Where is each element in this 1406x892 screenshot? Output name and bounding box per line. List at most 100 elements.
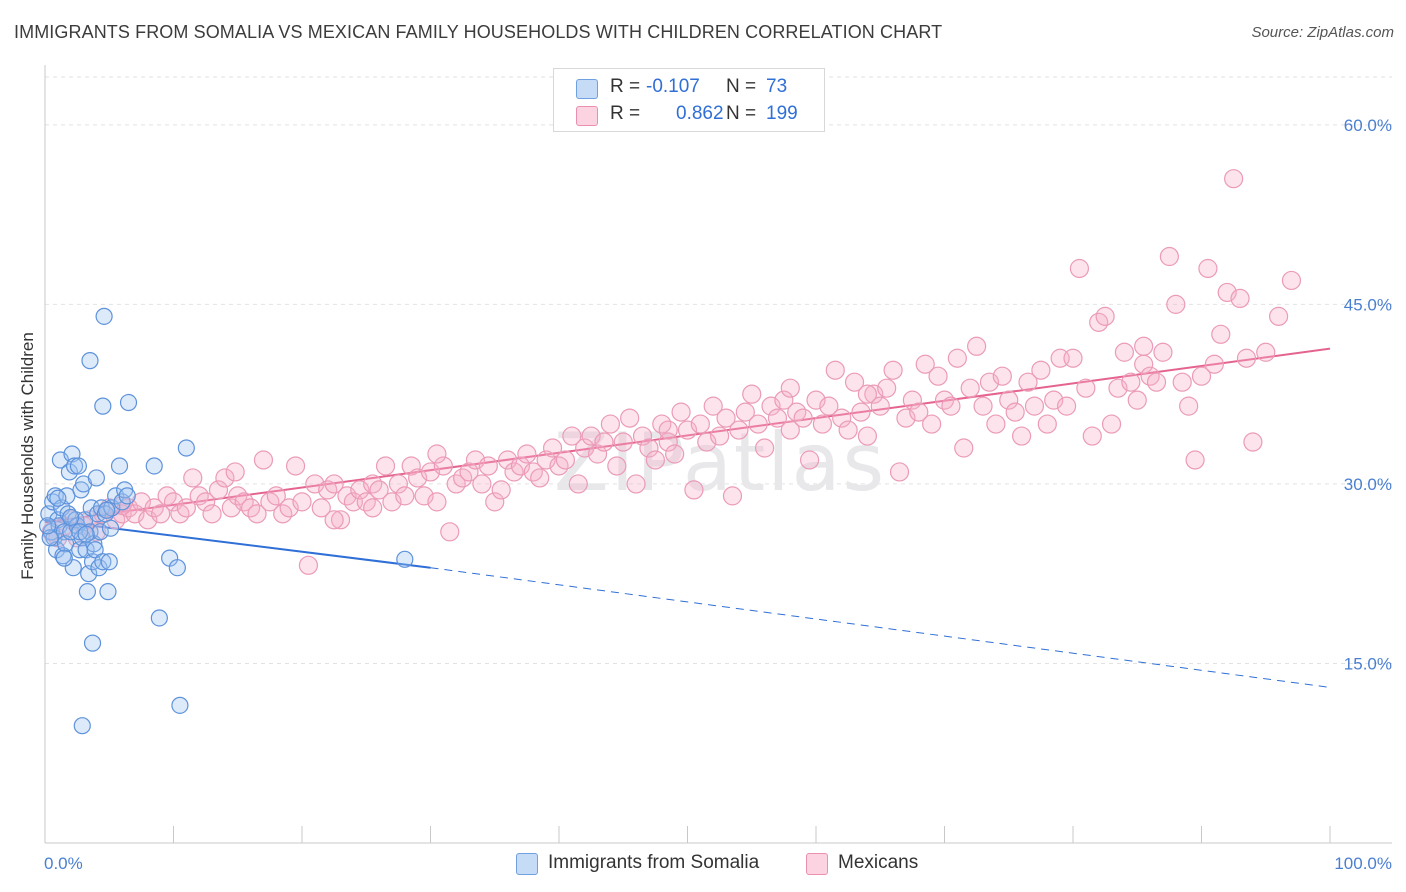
data-point-somalia xyxy=(38,517,57,535)
y-tick-label: 60.0% xyxy=(1344,116,1392,135)
axes xyxy=(44,65,1392,844)
legend-label-somalia: Immigrants from Somalia xyxy=(548,852,760,873)
data-point-mexicans xyxy=(363,498,383,518)
data-point-mexicans xyxy=(427,492,447,512)
data-point-mexicans xyxy=(1037,414,1057,434)
data-point-somalia xyxy=(98,501,116,519)
data-point-mexicans xyxy=(311,498,331,518)
data-point-mexicans xyxy=(459,462,479,482)
data-point-mexicans xyxy=(292,492,312,512)
data-point-mexicans xyxy=(1082,426,1102,446)
data-point-mexicans xyxy=(1179,396,1199,416)
data-point-mexicans xyxy=(780,378,800,398)
data-point-mexicans xyxy=(491,480,511,500)
data-point-somalia xyxy=(95,307,113,325)
data-point-mexicans xyxy=(1159,246,1179,267)
data-point-mexicans xyxy=(375,456,396,476)
data-point-mexicans xyxy=(774,390,794,410)
data-point-mexicans xyxy=(472,474,492,494)
data-point-somalia xyxy=(150,609,168,627)
data-point-mexicans xyxy=(568,474,588,494)
data-point-mexicans xyxy=(819,396,839,416)
data-point-mexicans xyxy=(1198,258,1218,279)
data-point-mexicans xyxy=(999,390,1019,410)
data-point-mexicans xyxy=(1153,342,1173,362)
data-point-somalia xyxy=(65,457,84,475)
grid-lines xyxy=(45,76,1392,664)
data-point-mexicans xyxy=(202,504,222,524)
data-point-mexicans xyxy=(838,420,858,440)
data-point-mexicans xyxy=(748,414,768,434)
data-point-mexicans xyxy=(613,432,633,452)
data-point-mexicans xyxy=(440,522,460,542)
data-point-mexicans xyxy=(799,450,820,470)
legend-swatch-mexicans xyxy=(576,106,598,126)
y-tick-label: 45.0% xyxy=(1344,295,1392,314)
data-point-somalia xyxy=(101,519,120,537)
x-tick-label: 0.0% xyxy=(44,854,83,873)
data-point-mexicans xyxy=(960,378,980,398)
data-point-somalia xyxy=(396,550,414,568)
data-point-mexicans xyxy=(1230,288,1250,308)
data-point-mexicans xyxy=(517,444,537,464)
data-point-mexicans xyxy=(369,480,389,500)
series-mexicans xyxy=(41,169,1302,575)
data-point-mexicans xyxy=(176,498,196,518)
data-point-mexicans xyxy=(645,450,665,470)
data-point-mexicans xyxy=(941,396,961,416)
data-point-mexicans xyxy=(1069,258,1090,279)
data-point-mexicans xyxy=(639,438,659,458)
data-point-mexicans xyxy=(253,450,274,470)
data-point-mexicans xyxy=(1011,426,1032,446)
data-point-mexicans xyxy=(902,390,922,410)
data-point-mexicans xyxy=(1236,348,1257,368)
data-point-mexicans xyxy=(954,438,974,458)
data-point-mexicans xyxy=(1191,366,1212,386)
trend-line-mexicans xyxy=(44,347,1331,524)
data-point-mexicans xyxy=(947,348,967,368)
legend-n-value: 73 xyxy=(766,76,788,97)
legend-r-label: R = xyxy=(610,76,641,97)
legend-n-label: N = xyxy=(726,103,757,124)
data-point-somalia xyxy=(77,525,95,543)
data-point-mexicans xyxy=(324,510,344,530)
x-tick-label: 100.0% xyxy=(1334,854,1392,873)
data-point-somalia xyxy=(86,541,104,559)
legend-swatch-somalia xyxy=(516,853,538,875)
data-point-mexicans xyxy=(1224,169,1244,189)
data-point-mexicans xyxy=(1063,348,1083,368)
data-point-mexicans xyxy=(1018,372,1038,392)
data-point-mexicans xyxy=(562,426,582,446)
data-point-mexicans xyxy=(742,384,762,404)
data-point-mexicans xyxy=(433,456,453,476)
data-point-mexicans xyxy=(1031,360,1051,380)
data-point-mexicans xyxy=(215,468,235,488)
data-point-mexicans xyxy=(915,354,935,374)
data-point-somalia xyxy=(78,583,97,601)
legend-r-label: R = xyxy=(610,103,641,124)
data-point-mexicans xyxy=(754,438,775,458)
data-point-mexicans xyxy=(1281,270,1302,291)
data-point-mexicans xyxy=(973,396,993,416)
data-point-mexicans xyxy=(735,402,755,422)
data-point-mexicans xyxy=(1095,306,1115,326)
data-point-mexicans xyxy=(1056,396,1077,416)
legend-label-mexicans: Mexicans xyxy=(838,852,919,873)
data-point-mexicans xyxy=(1243,432,1263,452)
data-point-mexicans xyxy=(324,474,344,494)
data-point-mexicans xyxy=(1127,390,1147,410)
data-point-mexicans xyxy=(594,432,614,452)
data-point-mexicans xyxy=(729,420,749,440)
data-point-somalia xyxy=(83,634,102,652)
data-point-mexicans xyxy=(1211,324,1231,344)
stats-legend: R = -0.107 N = 73 R = 0.862 N = 199 xyxy=(553,68,825,132)
data-point-mexicans xyxy=(986,414,1006,434)
data-point-mexicans xyxy=(1146,372,1167,392)
data-point-mexicans xyxy=(1024,396,1045,416)
data-point-mexicans xyxy=(620,408,640,428)
data-point-mexicans xyxy=(1101,414,1122,434)
data-point-somalia xyxy=(91,523,109,541)
data-point-somalia xyxy=(110,457,129,475)
data-point-mexicans xyxy=(851,402,871,422)
